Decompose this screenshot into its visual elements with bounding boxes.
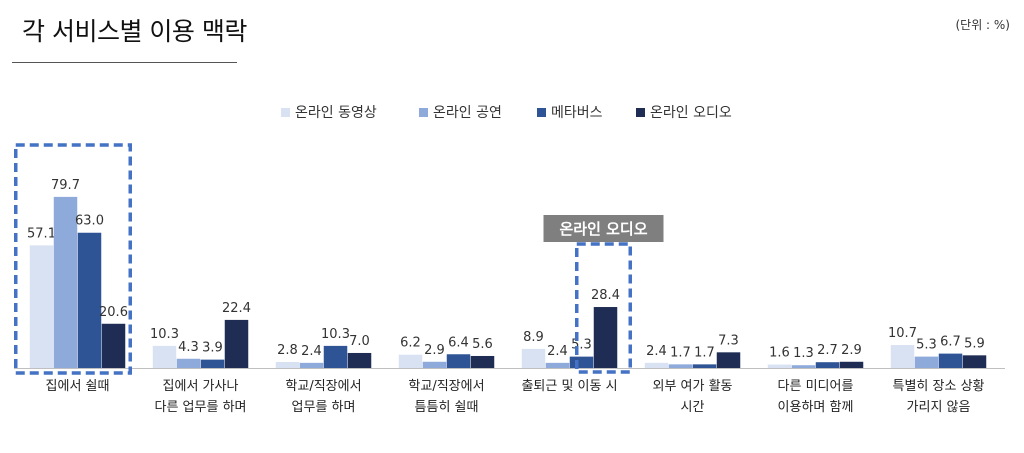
bar — [914, 356, 939, 368]
data-label: 2.4 — [301, 344, 322, 359]
data-label: 4.3 — [178, 340, 199, 355]
bar — [398, 354, 423, 368]
data-label: 2.9 — [841, 343, 862, 358]
bar — [323, 345, 348, 368]
legend-label-1: 온라인 동영상 — [295, 105, 377, 121]
x-tick-label: 가리지 않음 — [907, 400, 971, 415]
data-label: 10.7 — [888, 326, 917, 341]
bar — [716, 352, 741, 368]
bar — [839, 361, 864, 368]
legend-swatch-1 — [281, 108, 290, 117]
bar — [29, 245, 54, 368]
page-title: 각 서비스별 이용 맥락 — [22, 17, 247, 46]
bar — [470, 355, 495, 368]
legend-swatch-4 — [636, 108, 645, 117]
data-label: 57.1 — [27, 226, 56, 241]
data-label: 2.4 — [646, 344, 667, 359]
callout-badge — [543, 215, 664, 242]
data-label: 5.6 — [472, 337, 493, 352]
bar — [224, 319, 249, 368]
title-divider — [12, 62, 237, 63]
data-label: 6.2 — [400, 336, 421, 351]
bar — [962, 355, 987, 368]
x-tick-label: 집에서 가사나 — [163, 379, 239, 394]
bar — [644, 362, 669, 368]
data-label: 7.3 — [718, 333, 739, 348]
legend-label-4: 온라인 오디오 — [650, 105, 732, 121]
legend-swatch-3 — [537, 108, 546, 117]
data-label: 5.3 — [916, 338, 937, 353]
data-label: 63.0 — [75, 214, 104, 229]
bar — [545, 362, 570, 368]
x-tick-label: 시간 — [681, 400, 705, 415]
data-label: 28.4 — [591, 288, 620, 303]
bar — [299, 362, 324, 368]
data-label: 20.6 — [99, 305, 128, 320]
bar — [815, 362, 840, 368]
data-label: 7.0 — [349, 334, 370, 349]
x-tick-label: 특별히 장소 상황 — [893, 379, 985, 394]
bar — [938, 353, 963, 368]
bar — [347, 352, 372, 368]
data-label: 2.4 — [547, 344, 568, 359]
x-tick-label: 외부 여가 활동 — [652, 379, 732, 394]
data-label: 6.7 — [940, 335, 961, 350]
bar — [521, 348, 546, 368]
bar — [101, 323, 126, 368]
bar — [176, 358, 201, 368]
data-label: 1.7 — [670, 345, 691, 360]
legend-swatch-2 — [419, 108, 428, 117]
x-tick-label: 다른 업무를 하며 — [155, 400, 247, 415]
bar — [152, 345, 177, 368]
data-label: 1.3 — [793, 346, 814, 361]
highlight-box-bar — [575, 242, 632, 374]
callout-label: 온라인 오디오 — [559, 220, 647, 238]
bar — [446, 354, 471, 368]
legend-label-2: 온라인 공연 — [433, 105, 502, 121]
data-label: 5.3 — [571, 338, 592, 353]
bar — [275, 361, 300, 368]
data-label: 1.7 — [694, 345, 715, 360]
bar — [692, 364, 717, 368]
x-tick-label: 업무를 하며 — [292, 400, 356, 415]
unit-note: (단위 : %) — [955, 18, 1010, 32]
data-label: 6.4 — [448, 335, 469, 350]
data-label: 2.9 — [424, 343, 445, 358]
bar — [200, 359, 225, 368]
bar — [767, 364, 792, 368]
data-label: 79.7 — [51, 178, 80, 193]
data-label: 10.3 — [321, 327, 350, 342]
data-label: 2.7 — [817, 343, 838, 358]
data-label: 5.9 — [964, 336, 985, 351]
data-label: 8.9 — [523, 330, 544, 345]
x-tick-label: 학교/직장에서 — [285, 379, 361, 394]
bar — [593, 307, 618, 368]
bar — [77, 232, 102, 368]
bar — [890, 345, 915, 368]
x-tick-label: 이용하며 함께 — [778, 400, 854, 415]
x-tick-label: 다른 미디어를 — [778, 379, 854, 394]
bar — [569, 356, 594, 368]
data-label: 10.3 — [150, 327, 179, 342]
data-label: 2.8 — [277, 343, 298, 358]
legend-label-3: 메타버스 — [551, 105, 603, 121]
highlight-box-category — [14, 143, 132, 375]
data-label: 3.9 — [202, 341, 223, 356]
bar — [791, 365, 816, 368]
data-label: 1.6 — [769, 346, 790, 361]
data-label: 22.4 — [222, 301, 251, 316]
bar — [53, 196, 78, 368]
x-tick-label: 출퇴근 및 이동 시 — [521, 379, 617, 394]
bar — [668, 364, 693, 368]
bar — [422, 361, 447, 368]
x-tick-label: 집에서 쉴때 — [46, 379, 110, 394]
x-tick-label: 학교/직장에서 — [408, 379, 484, 394]
x-tick-label: 틈틈히 쉴때 — [415, 400, 479, 415]
